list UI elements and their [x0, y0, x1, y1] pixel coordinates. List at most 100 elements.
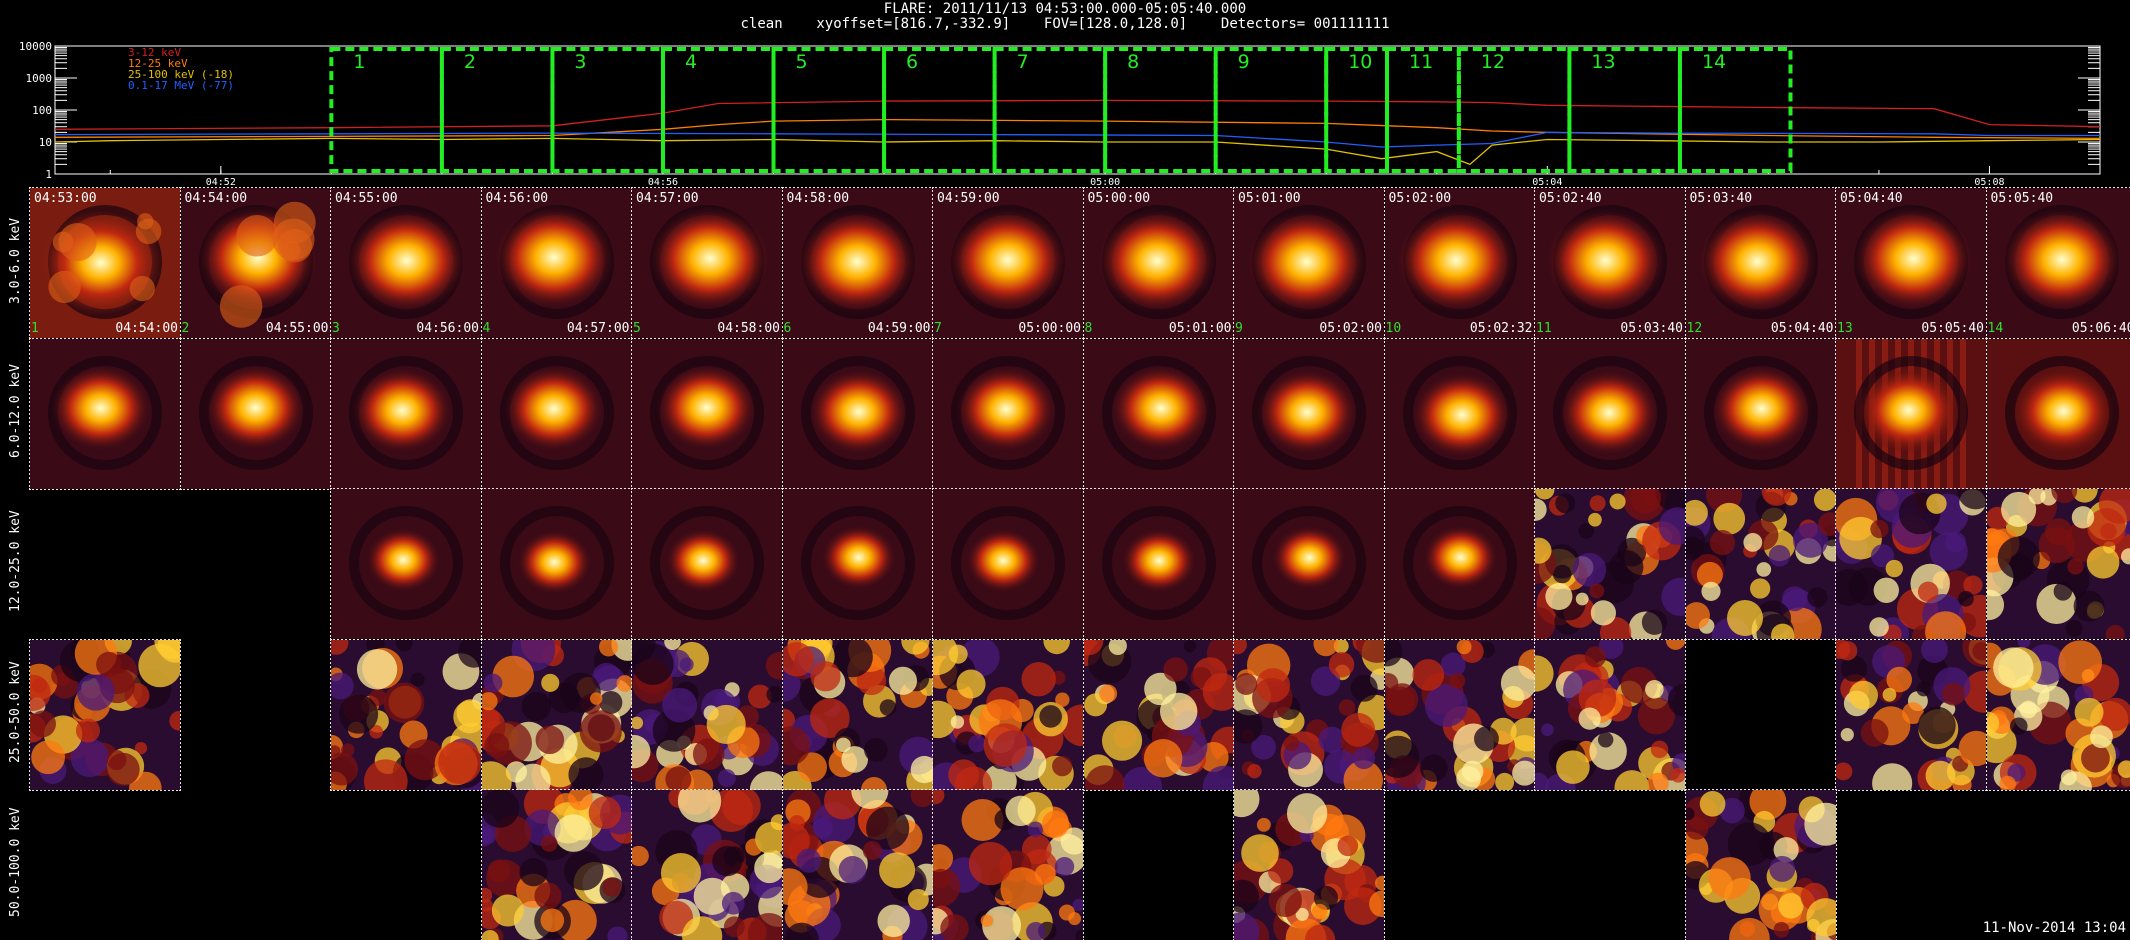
image-tile [1082, 337, 1235, 490]
interval-start-time: 05:00:00 [1087, 191, 1151, 206]
xray-image [782, 188, 933, 338]
xray-image [1836, 489, 1986, 639]
interval-number: 5 [633, 321, 641, 336]
xray-image [1685, 338, 1836, 489]
image-tile: 05:05:40 05:06:40 14 [1985, 187, 2130, 339]
interval-label-11: 11 [1409, 51, 1433, 73]
xray-image [1083, 489, 1234, 639]
image-tile [480, 337, 633, 490]
interval-box-1 [329, 47, 444, 173]
image-tile [1684, 488, 1837, 640]
image-tile [781, 789, 934, 940]
xray-image [632, 790, 782, 940]
interval-end-time: 05:05:40 [1921, 321, 1984, 336]
xray-image [782, 489, 933, 639]
interval-end-time: 04:57:00 [566, 321, 630, 336]
image-tile [480, 789, 633, 940]
interval-label-2: 2 [464, 51, 476, 73]
image-tile [781, 488, 934, 640]
interval-label-1: 1 [353, 51, 365, 73]
xray-image [632, 338, 782, 489]
image-tile: 04:57:00 04:58:00 5 [631, 187, 783, 339]
xray-image [1384, 639, 1535, 790]
interval-start-time: 05:02:00 [1388, 191, 1452, 206]
xray-image [30, 338, 180, 489]
xray-image [632, 489, 782, 639]
interval-end-time: 05:06:40 [2071, 321, 2130, 336]
xray-image [331, 188, 481, 338]
legend-entry-0: 3-12 keV [128, 46, 181, 59]
xray-image [933, 188, 1083, 338]
xray-image [481, 790, 632, 940]
image-tile: 04:58:00 04:59:00 6 [781, 187, 934, 339]
interval-number: 1 [31, 321, 39, 336]
x-tick-label: 04:52 [206, 177, 236, 186]
image-tile [1835, 337, 1987, 490]
interval-label-14: 14 [1702, 51, 1726, 73]
x-tick-label: 05:08 [1974, 177, 2004, 186]
image-tile [1534, 638, 1686, 791]
interval-start-time: 04:58:00 [786, 191, 850, 206]
x-tick-label: 05:00 [1090, 177, 1120, 186]
interval-label-4: 4 [685, 51, 697, 73]
interval-box-5 [771, 47, 887, 173]
image-tile: 04:54:00 04:55:00 2 [179, 187, 332, 339]
image-tile [1233, 638, 1385, 791]
interval-start-time: 04:53:00 [34, 191, 97, 206]
interval-box-3 [550, 47, 665, 173]
xray-image [1685, 489, 1836, 639]
xray-image [331, 639, 481, 790]
xray-image [632, 188, 782, 338]
xray-image [1685, 188, 1836, 338]
flare-title: FLARE: 2011/11/13 04:53:00.000-05:05:40.… [883, 1, 1247, 17]
interval-box-8 [1103, 47, 1218, 173]
interval-number: 3 [332, 321, 340, 336]
series-line-0 [54, 99, 2101, 130]
image-tile [330, 488, 482, 640]
row-label: 3.0-6.0 keV [8, 217, 23, 304]
interval-start-time: 04:57:00 [636, 191, 699, 206]
x-tick-label: 05:04 [1532, 177, 1562, 186]
xray-image [481, 489, 632, 639]
image-tile [631, 488, 783, 640]
image-tile [1684, 789, 1837, 940]
xray-image [30, 188, 180, 338]
xray-image [782, 338, 933, 489]
interval-label-5: 5 [796, 51, 808, 73]
xray-image [1234, 338, 1384, 489]
image-tile [29, 337, 181, 490]
xray-image [1535, 188, 1685, 338]
image-tile [480, 488, 633, 640]
image-tile: 04:56:00 04:57:00 4 [480, 187, 633, 339]
image-tile: 05:04:40 05:05:40 13 [1835, 187, 1987, 339]
xray-image [782, 790, 933, 940]
image-tile [1985, 638, 2130, 791]
legend-entry-3: 0.1-17 MeV (-77) [128, 79, 234, 92]
image-tile [932, 488, 1084, 640]
xray-image [1083, 639, 1234, 790]
interval-label-7: 7 [1017, 51, 1029, 73]
interval-start-time: 05:04:40 [1840, 191, 1903, 206]
interval-number: 2 [181, 321, 190, 336]
xray-image [1836, 639, 1986, 790]
xray-image [1836, 188, 1986, 338]
interval-end-time: 05:04:40 [1770, 321, 1834, 336]
xray-image [1384, 489, 1535, 639]
image-tile: 04:59:00 05:00:00 7 [932, 187, 1084, 339]
image-tile [1835, 638, 1987, 791]
interval-start-time: 05:01:00 [1238, 191, 1301, 206]
interval-start-time: 04:55:00 [335, 191, 398, 206]
xray-image [1836, 338, 1986, 489]
y-tick-label: 10 [39, 136, 52, 149]
interval-number: 8 [1084, 321, 1093, 336]
image-tile: 05:00:00 05:01:00 8 [1082, 187, 1235, 339]
xray-image [1535, 639, 1685, 790]
xray-image [933, 489, 1083, 639]
interval-end-time: 05:03:40 [1620, 321, 1683, 336]
xray-image [1384, 338, 1535, 489]
xray-image [1384, 188, 1535, 338]
legend-entry-1: 12-25 keV [128, 57, 188, 70]
image-tile [631, 638, 783, 791]
interval-number: 9 [1235, 321, 1243, 336]
image-tile: 04:53:00 04:54:00 1 [29, 187, 181, 339]
